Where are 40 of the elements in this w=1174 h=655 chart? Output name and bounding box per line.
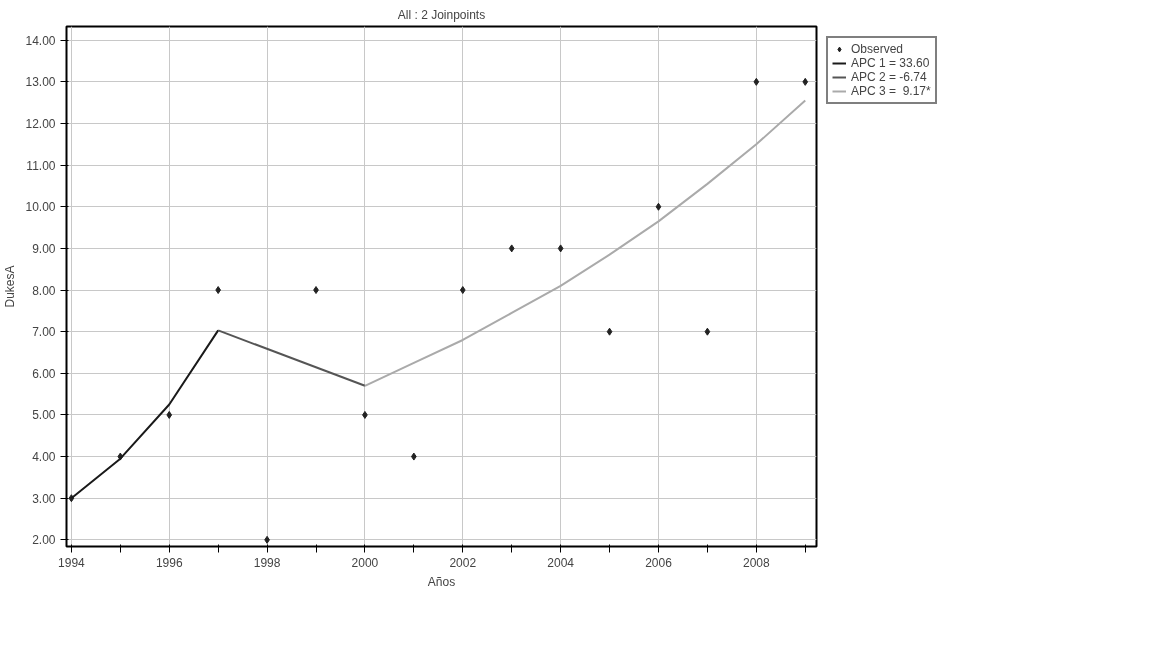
- point: [606, 327, 613, 336]
- x-tick-label: 2004: [547, 555, 575, 570]
- y-tick-label: 2.00: [32, 533, 56, 548]
- point: [557, 244, 564, 253]
- point: [508, 244, 515, 253]
- y-axis-title: DukesA: [3, 265, 18, 308]
- y-tick-label: 5.00: [32, 408, 56, 423]
- legend-label: APC 1 = 33.60: [851, 56, 930, 70]
- y-tick-label: 12.00: [25, 117, 56, 132]
- x-tick-label: 2008: [742, 555, 770, 570]
- point: [655, 202, 662, 211]
- line-series: [70, 329, 220, 500]
- point: [459, 286, 466, 295]
- legend-label: Observed: [851, 42, 904, 56]
- y-tick-label: 7.00: [32, 325, 56, 340]
- y-tick-label: 3.00: [32, 491, 56, 506]
- y-tick-label: 10.00: [25, 200, 56, 215]
- x-tick-label: 1996: [155, 555, 183, 570]
- point: [753, 77, 760, 86]
- legend-label: APC 3 = 9.17*: [851, 84, 931, 98]
- x-tick-label: 2002: [449, 555, 477, 570]
- x-axis-title: Años: [427, 574, 456, 589]
- y-tick-label: 9.00: [32, 241, 56, 256]
- y-tick-label: 4.00: [32, 450, 56, 465]
- x-tick-label: 2006: [645, 555, 673, 570]
- line-series: [363, 99, 807, 387]
- x-tick-label: 2000: [351, 555, 379, 570]
- chart-title: All : 2 Joinpoints: [397, 7, 486, 22]
- point: [802, 77, 809, 86]
- y-tick-label: 14.00: [25, 33, 56, 48]
- x-tick-label: 1994: [58, 555, 86, 570]
- y-tick-label: 11.00: [26, 158, 56, 173]
- y-tick-label: 8.00: [32, 283, 56, 298]
- x-tick-label: 1998: [253, 555, 281, 570]
- point: [704, 327, 711, 336]
- point: [68, 494, 75, 503]
- point: [166, 410, 173, 419]
- y-tick-label: 6.00: [32, 366, 56, 381]
- y-tick-label: 13.00: [25, 75, 56, 90]
- legend-label: APC 2 = -6.74: [851, 70, 927, 84]
